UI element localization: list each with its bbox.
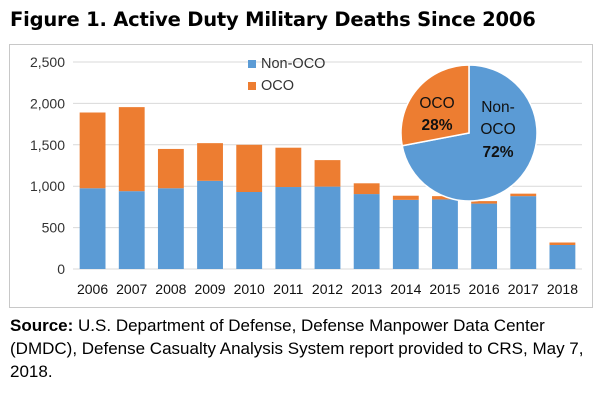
figure-title: Figure 1. Active Duty Military Deaths Si… xyxy=(10,8,536,31)
source-text: U.S. Department of Defense, Defense Manp… xyxy=(10,316,584,381)
y-tick-label: 500 xyxy=(42,220,66,236)
bar-segment xyxy=(432,196,458,200)
source-note: Source: U.S. Department of Defense, Defe… xyxy=(10,314,590,383)
bar-segment xyxy=(118,191,145,269)
bar-segment xyxy=(432,199,458,269)
x-tick-label: 2012 xyxy=(312,281,343,297)
x-tick-label: 2008 xyxy=(155,281,186,297)
bar-segment xyxy=(392,199,419,269)
bar-segment xyxy=(275,187,302,269)
pie-label-name: Non- xyxy=(481,99,515,116)
bar-segment xyxy=(197,143,223,181)
chart-area: 0 500 1,000 1,500 2,000 2,500 2006 2007 2008 2009… xyxy=(9,44,593,308)
x-tick-label: 2009 xyxy=(194,281,225,297)
pie-slice xyxy=(400,64,470,147)
bar-segment xyxy=(275,147,302,188)
bar-segment xyxy=(314,186,341,269)
legend-swatch xyxy=(248,60,256,68)
y-tick-label: 0 xyxy=(57,261,65,277)
bar-segment xyxy=(549,242,576,245)
stacked-bar-chart: 0 500 1,000 1,500 2,000 2,500 2006 2007 2008 2009… xyxy=(30,54,582,297)
legend-label: OCO xyxy=(261,78,294,94)
x-tick-label: 2018 xyxy=(547,281,578,297)
y-tick-label: 1,000 xyxy=(30,178,65,194)
x-tick-label: 2010 xyxy=(234,281,265,297)
pie-label-name: OCO xyxy=(480,121,515,138)
pie-label-name: OCO xyxy=(419,95,454,112)
y-tick-label: 2,500 xyxy=(30,54,65,70)
bar-segment xyxy=(157,188,184,269)
pie-value-label: 28% xyxy=(421,117,452,134)
bar-segment xyxy=(353,183,380,195)
y-tick-label: 2,000 xyxy=(30,95,65,111)
bar-segment xyxy=(392,195,419,200)
bar-segment xyxy=(471,203,498,269)
bar-segment xyxy=(314,160,341,187)
x-tick-label: 2013 xyxy=(351,281,382,297)
x-tick-label: 2017 xyxy=(508,281,539,297)
x-tick-label: 2006 xyxy=(77,281,108,297)
bar-segment xyxy=(549,244,576,269)
x-tick-label: 2015 xyxy=(429,281,460,297)
bar-segment xyxy=(79,112,106,189)
bar-segment xyxy=(157,148,184,189)
bar-segment xyxy=(510,196,537,269)
bar-segment xyxy=(236,191,263,269)
bar-segment xyxy=(510,193,537,197)
legend-label: Non-OCO xyxy=(261,56,325,72)
bar-segment xyxy=(118,107,145,192)
pie-value-label: 72% xyxy=(482,144,513,161)
y-tick-label: 1,500 xyxy=(30,137,65,153)
x-tick-label: 2014 xyxy=(390,281,421,297)
bar-segment xyxy=(353,194,380,269)
bar-segment xyxy=(471,201,498,204)
bar-segment xyxy=(79,188,106,269)
x-tick-label: 2007 xyxy=(116,281,147,297)
bar-segment xyxy=(197,180,223,269)
source-label: Source: xyxy=(10,316,74,335)
legend-swatch xyxy=(248,82,256,90)
x-tick-label: 2011 xyxy=(273,281,303,297)
bar-segment xyxy=(236,144,263,192)
x-tick-label: 2016 xyxy=(469,281,500,297)
